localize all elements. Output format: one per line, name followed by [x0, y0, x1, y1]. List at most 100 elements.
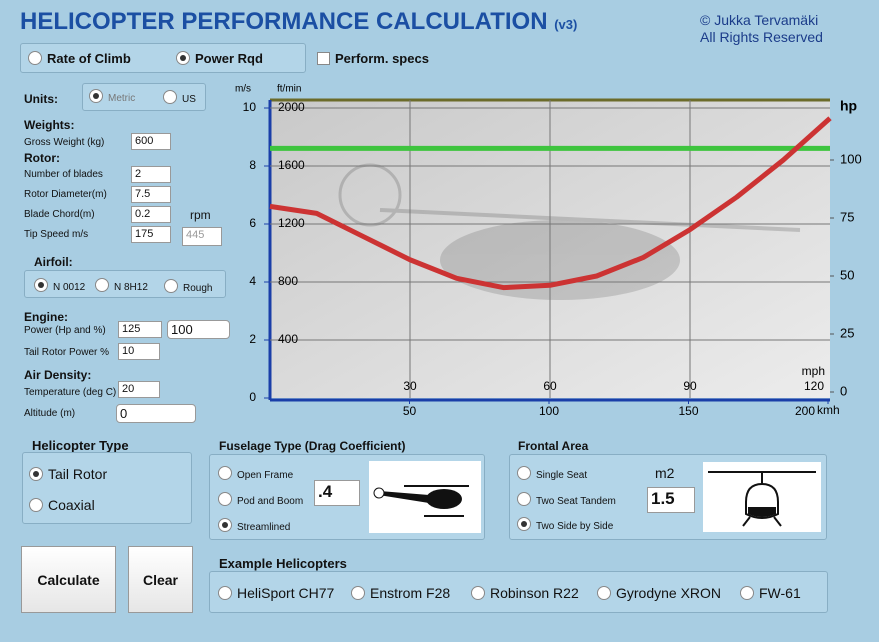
heading: Airfoil:	[34, 255, 73, 269]
radio[interactable]: Enstrom F28	[351, 585, 450, 601]
input[interactable]: 1.5	[647, 487, 695, 513]
input[interactable]: 600	[131, 133, 171, 150]
title: HELICOPTER PERFORMANCE CALCULATION (v3)	[20, 8, 577, 36]
label: Temperature (deg C)	[24, 387, 117, 398]
calculate-button[interactable]: Calculate	[21, 546, 116, 613]
plot: m/s ft/min hp mph kmh 4 0 0 800 1200 1600 2000…	[235, 84, 862, 419]
label: Perform. specs	[335, 51, 429, 66]
label: N 0012	[53, 282, 86, 293]
fuselage-image	[369, 461, 481, 533]
type-group	[22, 452, 192, 524]
ft-tick-label: 800	[278, 274, 298, 288]
label: Single Seat	[536, 470, 588, 481]
ms-tick-label: 10	[243, 100, 257, 114]
heading: Helicopter Type	[32, 438, 129, 453]
label: Power (Hp and %)	[24, 325, 106, 336]
heading: Frontal Area	[518, 439, 589, 453]
radio[interactable]: Tail Rotor	[29, 466, 107, 482]
label: Rate of Climb	[47, 51, 131, 66]
mode-radio[interactable]: Rate of Climb	[28, 51, 131, 66]
radio[interactable]: Coaxial	[29, 497, 95, 513]
kmh-tick-label: 150	[678, 404, 698, 418]
clear-button[interactable]: Clear	[128, 546, 193, 613]
heading: Engine:	[24, 310, 68, 324]
radio[interactable]: Two Seat Tandem	[517, 492, 616, 507]
radio[interactable]: Pod and Boom	[218, 492, 303, 507]
radio[interactable]: Rough	[164, 279, 212, 294]
axis-label: ft/min	[277, 84, 301, 95]
label: Robinson R22	[490, 585, 579, 601]
input: 445	[182, 227, 222, 246]
hp-tick-label: 75	[840, 209, 854, 224]
input[interactable]: 0.2	[131, 206, 171, 223]
input[interactable]: 125	[118, 321, 162, 338]
axis-label: m/s	[235, 84, 251, 95]
input[interactable]: .4	[314, 480, 360, 506]
axis-label: hp	[840, 98, 857, 114]
power-required	[269, 116, 832, 291]
radio[interactable]: N 0012	[34, 278, 85, 293]
units-radio[interactable]: US	[163, 90, 196, 105]
radio[interactable]: FW-61	[740, 585, 801, 601]
axis-label: kmh	[817, 403, 840, 417]
select[interactable]: 0	[116, 404, 196, 423]
heading: Air Density:	[24, 368, 92, 382]
hp-tick-label: 50	[840, 267, 854, 282]
mph-tick-label: 30	[403, 379, 417, 393]
frontal-image	[703, 462, 821, 532]
ms-tick-label: 4	[249, 274, 256, 288]
version: (v3)	[554, 17, 578, 32]
radio[interactable]: Robinson R22	[471, 585, 579, 601]
label: US	[182, 94, 196, 105]
label: Blade Chord(m)	[24, 209, 95, 220]
ms-tick-label: 8	[249, 158, 256, 172]
label: HeliSport CH77	[237, 585, 335, 601]
ft-tick-label: 1600	[278, 158, 305, 172]
examples-group	[209, 571, 828, 613]
input[interactable]: 7.5	[131, 186, 171, 203]
radio[interactable]: Gyrodyne XRON	[597, 585, 721, 601]
heading: Rotor:	[24, 151, 60, 165]
label: Streamlined	[237, 522, 291, 533]
heading: Fuselage Type (Drag Coefficient)	[219, 439, 406, 453]
label: Open Frame	[237, 470, 294, 481]
mode-group	[20, 43, 306, 73]
mode-radio[interactable]: Power Rqd	[176, 51, 263, 66]
label: Rotor Diameter(m)	[24, 189, 107, 200]
ft-tick-label: 1200	[278, 216, 305, 230]
label: Tail Rotor Power %	[24, 347, 110, 358]
label: FW-61	[759, 585, 801, 601]
radio[interactable]: Open Frame	[218, 466, 293, 481]
label: Tip Speed m/s	[24, 229, 89, 240]
hp-tick-label: 0	[840, 383, 847, 398]
label: Gross Weight (kg)	[24, 137, 105, 148]
radio[interactable]: Streamlined	[218, 518, 290, 533]
select[interactable]: 100	[167, 320, 230, 339]
label: Altitude (m)	[24, 408, 76, 419]
axis-label: mph	[802, 364, 825, 378]
radio[interactable]: HeliSport CH77	[218, 585, 334, 601]
checkbox[interactable]: Perform. specs	[317, 51, 429, 66]
units-radio[interactable]: Metric	[89, 89, 135, 104]
hp-tick-label: 25	[840, 325, 854, 340]
input[interactable]: 20	[118, 381, 160, 398]
ms-tick-label: 6	[249, 216, 256, 230]
label: N 8H12	[114, 282, 148, 293]
radio[interactable]: N 8H12	[95, 278, 148, 293]
label: Two Side by Side	[536, 521, 614, 532]
label: Pod and Boom	[237, 496, 304, 507]
input[interactable]: 175	[131, 226, 171, 243]
radio[interactable]: Single Seat	[517, 466, 587, 481]
input[interactable]: 2	[131, 166, 171, 183]
input[interactable]: 10	[118, 343, 160, 360]
kmh-tick-label: 100	[539, 404, 559, 418]
ft-tick-label: 2000	[278, 100, 305, 114]
radio[interactable]: Two Side by Side	[517, 517, 613, 532]
title-text: HELICOPTER PERFORMANCE CALCULATION	[20, 8, 548, 35]
label: Power Rqd	[195, 51, 263, 66]
ms-tick-label: 0	[249, 390, 256, 404]
label: Rough	[183, 283, 213, 294]
copyright: © Jukka Tervamäki	[700, 12, 819, 28]
label: Coaxial	[48, 497, 95, 513]
